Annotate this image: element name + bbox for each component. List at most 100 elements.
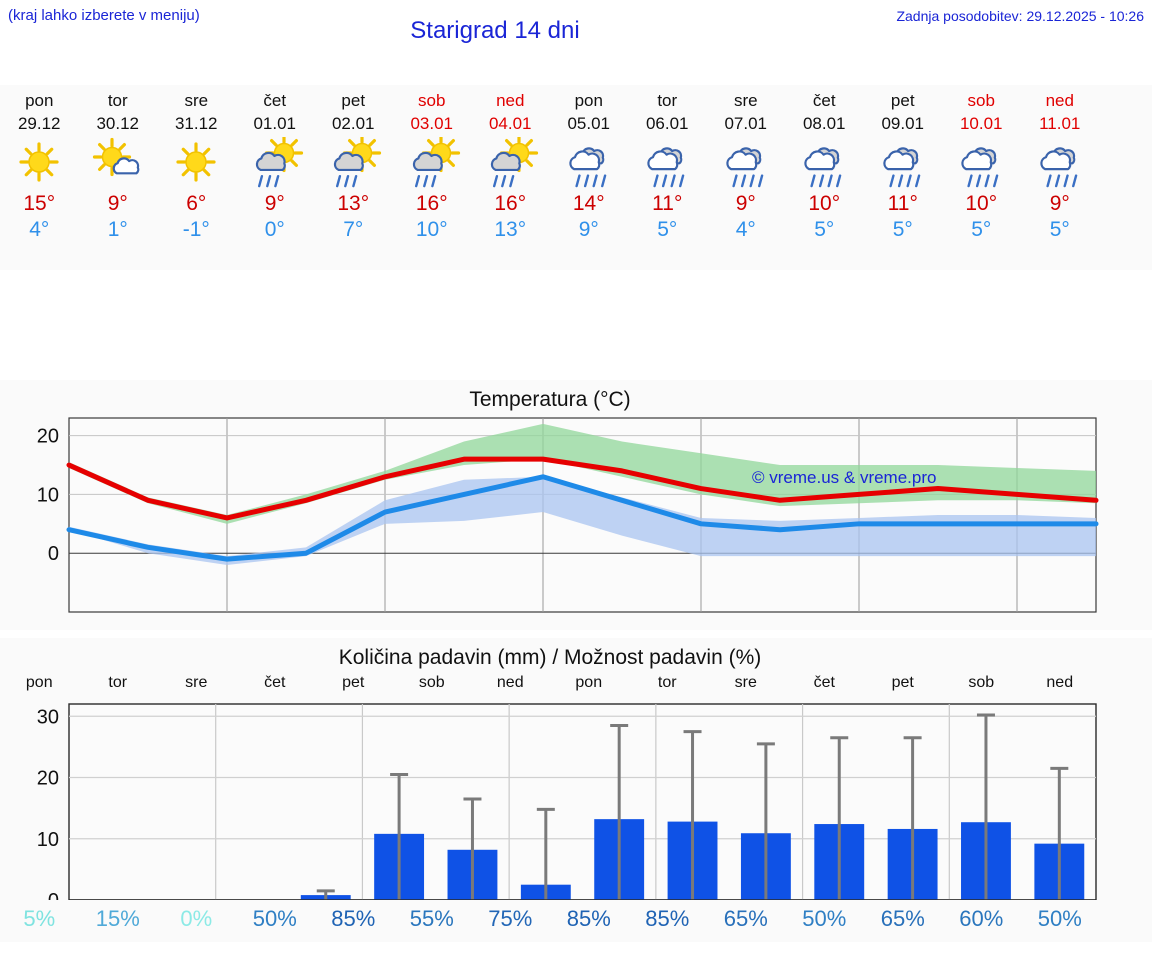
day-name: pon (574, 91, 603, 110)
sun-cloud-icon (79, 137, 158, 191)
day-date: 05.01 (567, 114, 611, 133)
y-axis-tick-label: 20 (37, 768, 59, 790)
sun-cloud-rain-icon (236, 137, 315, 191)
precipitation-probability: 15% (95, 906, 140, 931)
day-name: pon (25, 91, 54, 110)
day-name: ned (1045, 91, 1074, 110)
day-date: 07.01 (724, 114, 768, 133)
day-column[interactable]: sre 07.01 9° 4° (707, 85, 786, 270)
precipitation-day-label: čet (813, 674, 835, 691)
day-date: 02.01 (331, 114, 375, 133)
day-column[interactable]: tor 06.01 11° 5° (628, 85, 707, 270)
temp-min: -1° (182, 218, 210, 241)
page-title: Starigrad 14 dni (410, 17, 580, 44)
temp-min: 9° (578, 218, 599, 241)
precipitation-probability: 75% (488, 906, 533, 931)
precipitation-probability: 85% (645, 906, 690, 931)
day-column[interactable]: sob 03.01 16° 10° (393, 85, 472, 270)
daily-forecast-strip: pon 29.12 15° 4° tor 30.12 9° 1° sre 31.12 6° -1° če… (0, 85, 1152, 270)
precipitation-day-label: tor (657, 674, 677, 691)
day-name: sre (733, 91, 758, 110)
temp-min: 5° (892, 218, 913, 241)
day-column[interactable]: pon 05.01 14° 9° (550, 85, 629, 270)
day-name: čet (812, 91, 836, 110)
precipitation-probability: 55% (409, 906, 454, 931)
precipitation-probability: 5% (23, 906, 56, 931)
precipitation-day-label: sob (968, 674, 995, 691)
temp-max: 16° (415, 192, 448, 215)
day-date: 06.01 (645, 114, 689, 133)
precipitation-probability: 0% (180, 906, 213, 931)
temp-min: 5° (1049, 218, 1070, 241)
day-column[interactable]: pet 09.01 11° 5° (864, 85, 943, 270)
day-column[interactable]: čet 08.01 10° 5° (785, 85, 864, 270)
day-column[interactable]: sre 31.12 6° -1° (157, 85, 236, 270)
y-axis-tick-label: 0 (48, 543, 59, 565)
temp-max: 9° (735, 192, 756, 215)
watermark-text: © vreme.us & vreme.pro (752, 468, 937, 487)
temp-min: 13° (494, 218, 527, 241)
day-name: sre (184, 91, 209, 110)
day-date: 29.12 (17, 114, 61, 133)
cloud-rain-icon (942, 137, 1021, 191)
sun-cloud-rain-icon (314, 137, 393, 191)
day-column[interactable]: ned 11.01 9° 5° (1021, 85, 1100, 270)
y-axis-tick-label: 30 (37, 706, 59, 728)
temp-max: 10° (808, 192, 841, 215)
day-date: 11.01 (1039, 114, 1081, 133)
temp-min: 4° (29, 218, 50, 241)
menu-hint-text: (kraj lahko izberete v meniju) (8, 7, 200, 24)
precipitation-day-label: pon (25, 674, 53, 691)
sun-cloud-rain-icon (393, 137, 472, 191)
precipitation-day-label: tor (108, 674, 128, 691)
temperature-range-band (69, 423, 1096, 524)
day-name: tor (107, 91, 128, 110)
temp-max: 11° (652, 192, 683, 215)
day-name: sob (967, 91, 995, 110)
temp-max: 11° (887, 192, 918, 215)
day-date: 30.12 (96, 114, 140, 133)
cloud-rain-icon (1021, 137, 1100, 191)
temperature-chart: 0 10 20 (37, 417, 1099, 613)
temp-min: 7° (343, 218, 364, 241)
day-date: 08.01 (802, 114, 846, 133)
precipitation-day-label: ned (496, 674, 524, 691)
temperature-line (66, 474, 1099, 562)
temperature-line (66, 456, 1099, 521)
temp-min: 5° (657, 218, 678, 241)
temp-min: 5° (971, 218, 992, 241)
precipitation-probability-row: 5% 15% 0% 50% 85% 55% 75% 85% 85% 65% 50% 65% 60% 50% (0, 900, 1152, 942)
precipitation-day-label: sob (418, 674, 445, 691)
day-name: pet (890, 91, 915, 110)
day-column[interactable]: pet 02.01 13° 7° (314, 85, 393, 270)
temp-max: 6° (186, 192, 207, 215)
precipitation-day-labels: pon tor sre čet pet sob ned pon tor sre čet pet sob n… (0, 674, 1152, 698)
temp-max: 9° (107, 192, 128, 215)
day-name: čet (263, 91, 287, 110)
precipitation-chart-title: Količina padavin (mm) / Možnost padavin … (338, 646, 762, 669)
day-name: tor (657, 91, 678, 110)
day-column[interactable]: sob 10.01 10° 5° (942, 85, 1021, 270)
y-axis-tick-label: 10 (37, 829, 59, 851)
precipitation-day-label: ned (1046, 674, 1074, 691)
day-column[interactable]: pon 29.12 15° 4° (0, 85, 79, 270)
temperature-chart-panel: Temperatura (°C) 0 10 20 © vreme.us & vrem… (0, 380, 1152, 630)
precipitation-probability: 50% (802, 906, 847, 931)
precipitation-probability: 60% (959, 906, 1004, 931)
temp-max: 9° (1049, 192, 1070, 215)
temp-max: 10° (965, 192, 998, 215)
day-date: 04.01 (488, 114, 532, 133)
temperature-chart-title: Temperatura (°C) (469, 388, 631, 411)
precipitation-chart: 0102030 (37, 703, 1097, 912)
temp-max: 14° (572, 192, 605, 215)
day-column[interactable]: tor 30.12 9° 1° (79, 85, 158, 270)
cloud-rain-icon (550, 137, 629, 191)
precipitation-probability: 65% (723, 906, 768, 931)
day-column[interactable]: čet 01.01 9° 0° (236, 85, 315, 270)
last-updated-text: Zadnja posodobitev: 29.12.2025 - 10:26 (896, 8, 1144, 24)
precipitation-probability: 65% (880, 906, 925, 931)
precipitation-probability: 50% (1037, 906, 1082, 931)
day-column[interactable]: ned 04.01 16° 13° (471, 85, 550, 270)
day-name: pet (341, 91, 366, 110)
temp-min: 1° (107, 218, 128, 241)
